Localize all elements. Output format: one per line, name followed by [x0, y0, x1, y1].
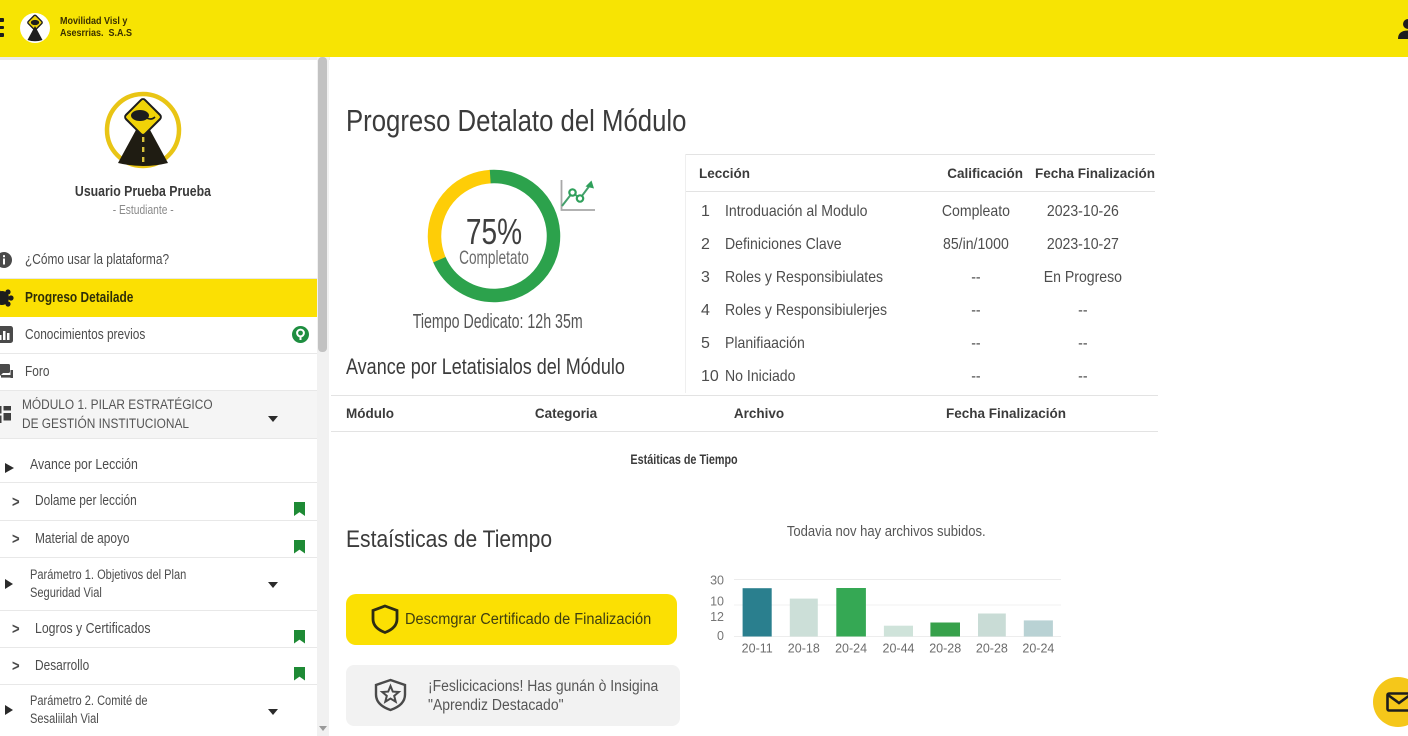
svg-text:30: 30 [710, 573, 724, 587]
svg-text:20-28: 20-28 [976, 641, 1008, 655]
svg-text:20-44: 20-44 [883, 641, 915, 655]
svg-text:20-24: 20-24 [835, 641, 867, 655]
svg-text:20-24: 20-24 [1022, 641, 1054, 655]
svg-text:0: 0 [717, 629, 724, 643]
svg-text:20-11: 20-11 [742, 641, 773, 655]
svg-text:20-28: 20-28 [929, 641, 961, 655]
svg-text:10: 10 [710, 594, 724, 608]
svg-text:12: 12 [710, 610, 724, 624]
svg-text:75%: 75% [466, 212, 522, 252]
svg-text:Completato: Completato [459, 247, 529, 269]
svg-text:20-18: 20-18 [788, 641, 820, 655]
